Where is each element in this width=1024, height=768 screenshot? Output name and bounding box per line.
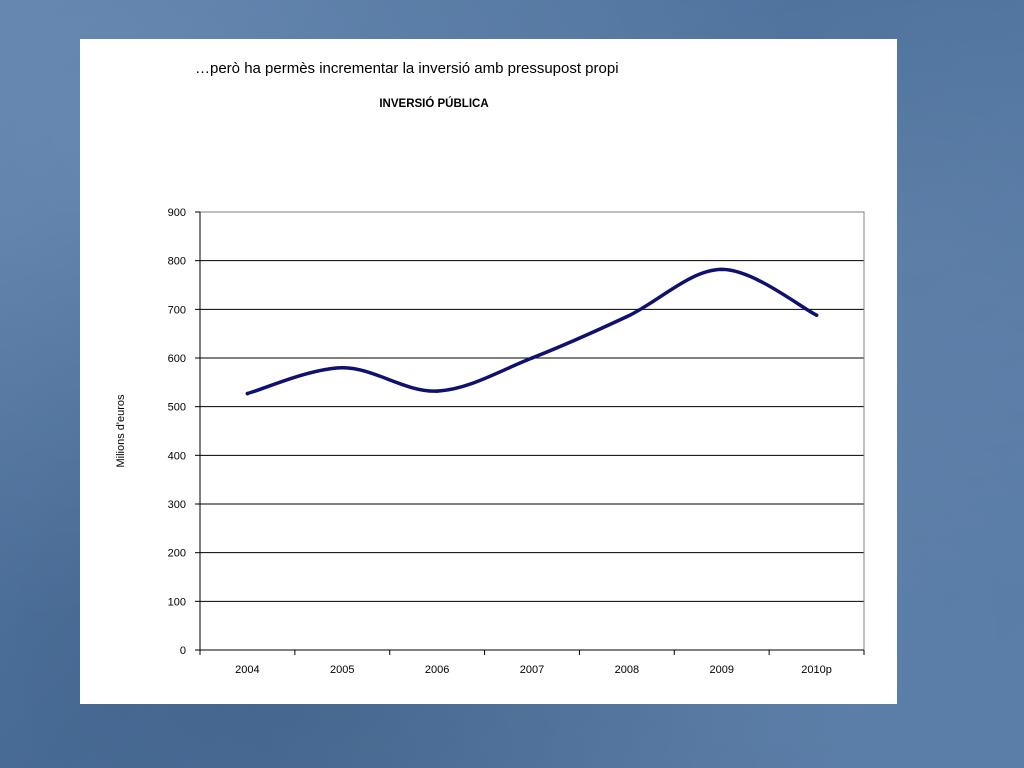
data-point: [340, 365, 345, 370]
data-point: [719, 267, 724, 272]
series-layer: [245, 267, 819, 396]
x-tick-label: 2005: [330, 664, 354, 676]
y-tick-label: 200: [168, 548, 186, 560]
x-tick-label: 2004: [235, 664, 259, 676]
y-tick-label: 600: [168, 353, 186, 365]
x-tick-label: 2006: [425, 664, 449, 676]
y-tick-label: 100: [168, 596, 186, 608]
gridlines: [200, 260, 864, 602]
data-point: [530, 356, 534, 360]
data-point: [245, 391, 250, 396]
y-tick-label: 0: [180, 645, 186, 657]
x-tick-label: 2008: [615, 664, 639, 676]
data-point: [435, 389, 439, 393]
chart-title: INVERSIÓ PÚBLICA: [379, 97, 488, 110]
x-tick-label: 2007: [520, 664, 544, 676]
y-axis-label: Milions d'euros: [115, 394, 127, 468]
x-tick-label: 2010p: [801, 664, 832, 676]
axes: 0 100 200 300 400 500 600 700 800 900 2004 2005 2006…: [168, 207, 865, 676]
slide-title: …però ha permès incrementar la inversió …: [195, 60, 619, 77]
line-chart: INVERSIÓ PÚBLICA Milions d'euros 0 100 200…: [115, 97, 865, 676]
slide-panel: …però ha permès incrementar la inversió …: [80, 39, 897, 704]
y-tick-label: 400: [168, 450, 186, 462]
y-tick-label: 800: [168, 256, 186, 268]
y-tick-label: 500: [168, 402, 186, 414]
y-tick-label: 900: [168, 207, 186, 219]
y-tick-label: 300: [168, 499, 186, 511]
y-tick-label: 700: [168, 304, 186, 316]
data-point: [625, 314, 629, 319]
series-line: [245, 267, 819, 396]
x-tick-label: 2009: [709, 664, 733, 676]
plot-area-frame: [199, 211, 865, 651]
data-point: [814, 313, 819, 317]
